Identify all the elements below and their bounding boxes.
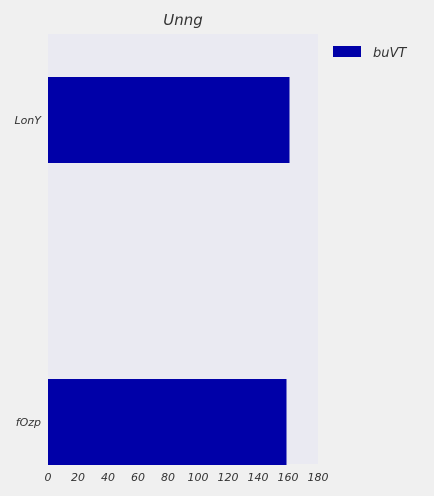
y-tick-label: fOzp: [16, 416, 41, 429]
bars-layer: [48, 77, 290, 465]
chart-title: Unng: [163, 11, 203, 29]
x-tick-label: 40: [101, 471, 115, 484]
bar-fOzp: [48, 379, 287, 465]
x-tick-label: 80: [161, 471, 175, 484]
legend-swatch: [333, 46, 361, 57]
x-tick-label: 120: [218, 471, 239, 484]
x-tick-label: 100: [188, 471, 209, 484]
x-tick-label: 0: [45, 471, 52, 484]
y-tick-labels: LonY fOzp: [14, 114, 42, 429]
x-tick-label: 20: [71, 471, 85, 484]
bar-LonY: [48, 77, 290, 163]
x-tick-label: 180: [308, 471, 329, 484]
x-tick-labels: 0 20 40 60 80 100 120 140 160 180: [45, 471, 329, 484]
legend: buVT: [333, 46, 407, 61]
x-tick-label: 140: [248, 471, 269, 484]
legend-label: buVT: [373, 46, 407, 61]
x-tick-label: 160: [278, 471, 299, 484]
y-tick-label: LonY: [14, 114, 42, 127]
x-tick-label: 60: [131, 471, 145, 484]
